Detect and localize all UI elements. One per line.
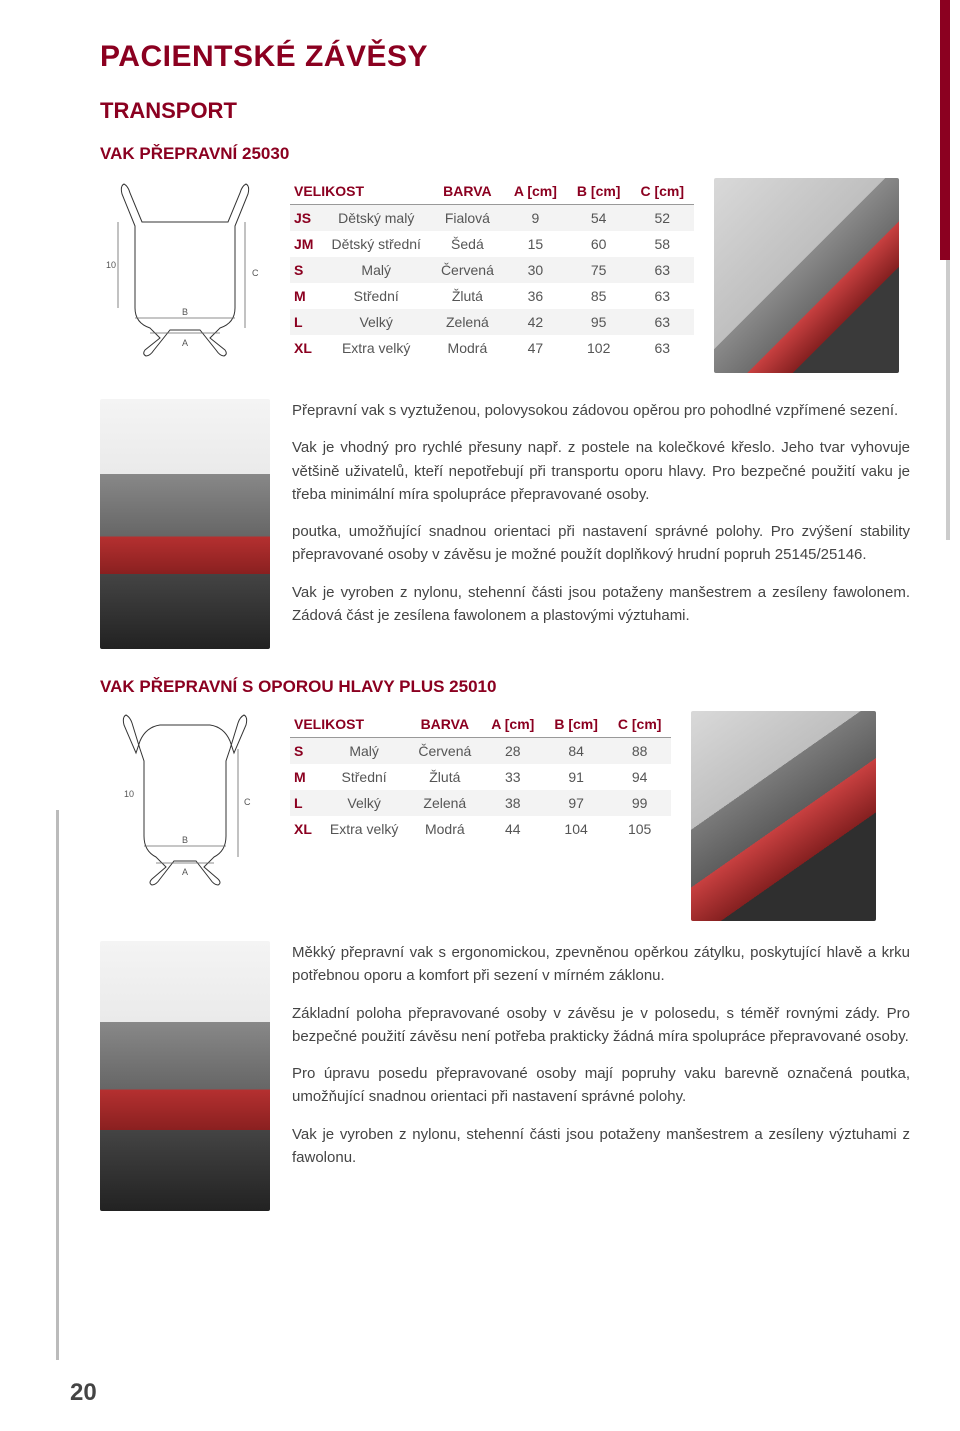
side-accent-line: [56, 810, 59, 1360]
side-label: STROPNÍ ZVEDACÍ A ASISTENČNÍ SYSTÉM ROOM…: [30, 810, 50, 1360]
product1-diagram: A B C 10: [100, 178, 270, 358]
paragraph: Základní poloha přepravované osoby v záv…: [292, 1002, 910, 1049]
product2-table: VELIKOSTBARVAA [cm]B [cm]C [cm]SMalýČerv…: [290, 711, 671, 842]
product1-table: VELIKOSTBARVAA [cm]B [cm]C [cm]JSDětský …: [290, 178, 694, 361]
paragraph: Vak je vhodný pro rychlé přesuny např. z…: [292, 436, 910, 506]
paragraph: Měkký přepravní vak s ergonomickou, zpev…: [292, 941, 910, 988]
product2-photo: [691, 711, 876, 921]
page-title: PACIENTSKÉ ZÁVĚSY: [100, 40, 910, 74]
page-number: 20: [70, 1379, 97, 1407]
paragraph: Vak je vyroben z nylonu, stehenní části …: [292, 581, 910, 628]
paragraph: Vak je vyroben z nylonu, stehenní části …: [292, 1123, 910, 1170]
svg-text:B: B: [182, 835, 188, 845]
product1-heading: VAK PŘEPRAVNÍ 25030: [100, 144, 910, 164]
svg-text:A: A: [182, 867, 188, 877]
svg-text:C: C: [252, 268, 259, 278]
product1-description: Přepravní vak s vyztuženou, polovysokou …: [292, 399, 910, 641]
product2-heading: VAK PŘEPRAVNÍ S OPOROU HLAVY PLUS 25010: [100, 677, 910, 697]
product1-sling-photo: [100, 399, 270, 649]
accent-bar: [940, 0, 950, 260]
svg-text:10: 10: [106, 260, 116, 270]
product2-diagram: A B C 10: [100, 711, 270, 886]
product2-sling-photo: [100, 941, 270, 1211]
paragraph: Přepravní vak s vyztuženou, polovysokou …: [292, 399, 910, 422]
product2-description: Měkký přepravní vak s ergonomickou, zpev…: [292, 941, 910, 1183]
svg-text:B: B: [182, 307, 188, 317]
svg-text:10: 10: [124, 789, 134, 799]
paragraph: Pro úpravu posedu přepravované osoby maj…: [292, 1062, 910, 1109]
paragraph: poutka, umožňující snadnou orientaci při…: [292, 520, 910, 567]
svg-text:A: A: [182, 338, 188, 348]
section-title: TRANSPORT: [100, 98, 910, 124]
svg-text:C: C: [244, 797, 251, 807]
product1-photo: [714, 178, 899, 373]
